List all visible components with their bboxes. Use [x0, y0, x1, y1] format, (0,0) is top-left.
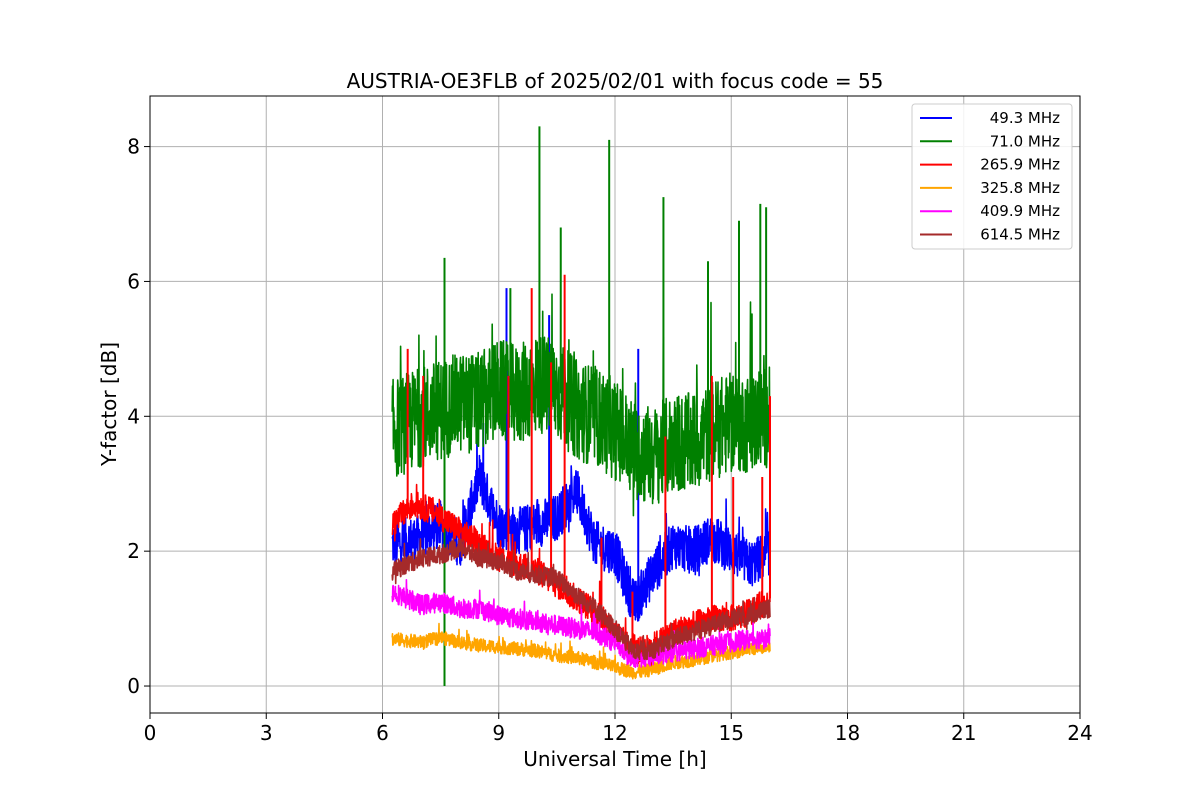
- y-tick-label: 4: [127, 404, 140, 428]
- x-tick-label: 12: [602, 721, 627, 745]
- y-axis-label: Y-factor [dB]: [97, 342, 121, 467]
- legend-entry: 409.9 MHz: [980, 202, 1060, 220]
- y-tick-label: 8: [127, 135, 140, 159]
- series-line: [391, 536, 771, 661]
- x-tick-label: 15: [719, 721, 744, 745]
- x-tick-label: 21: [951, 721, 976, 745]
- x-tick-label: 6: [376, 721, 389, 745]
- x-tick-label: 18: [835, 721, 860, 745]
- y-tick-label: 2: [127, 539, 140, 563]
- legend-entry: 71.0 MHz: [990, 132, 1060, 150]
- series-line: [391, 622, 771, 680]
- x-tick-label: 9: [492, 721, 505, 745]
- x-tick-label: 3: [260, 721, 273, 745]
- y-tick-label: 6: [127, 269, 140, 293]
- legend-entry: 614.5 MHz: [980, 226, 1060, 244]
- series-line: [391, 293, 771, 517]
- series-line: [391, 579, 771, 668]
- x-tick-label: 0: [144, 721, 157, 745]
- legend: 49.3 MHz 71.0 MHz 265.9 MHz 325.8 MHz 409.9 …: [911, 103, 1073, 250]
- series-layer: [391, 126, 771, 687]
- legend-entry: 325.8 MHz: [980, 179, 1060, 197]
- legend-entry: 49.3 MHz: [990, 109, 1060, 127]
- legend-entry: 265.9 MHz: [980, 156, 1060, 174]
- legend-box: [911, 103, 1073, 250]
- x-tick-label: 24: [1067, 721, 1092, 745]
- y-tick-label: 0: [127, 674, 140, 698]
- x-axis-label: Universal Time [h]: [523, 747, 706, 771]
- chart-title: AUSTRIA-OE3FLB of 2025/02/01 with focus …: [347, 69, 884, 93]
